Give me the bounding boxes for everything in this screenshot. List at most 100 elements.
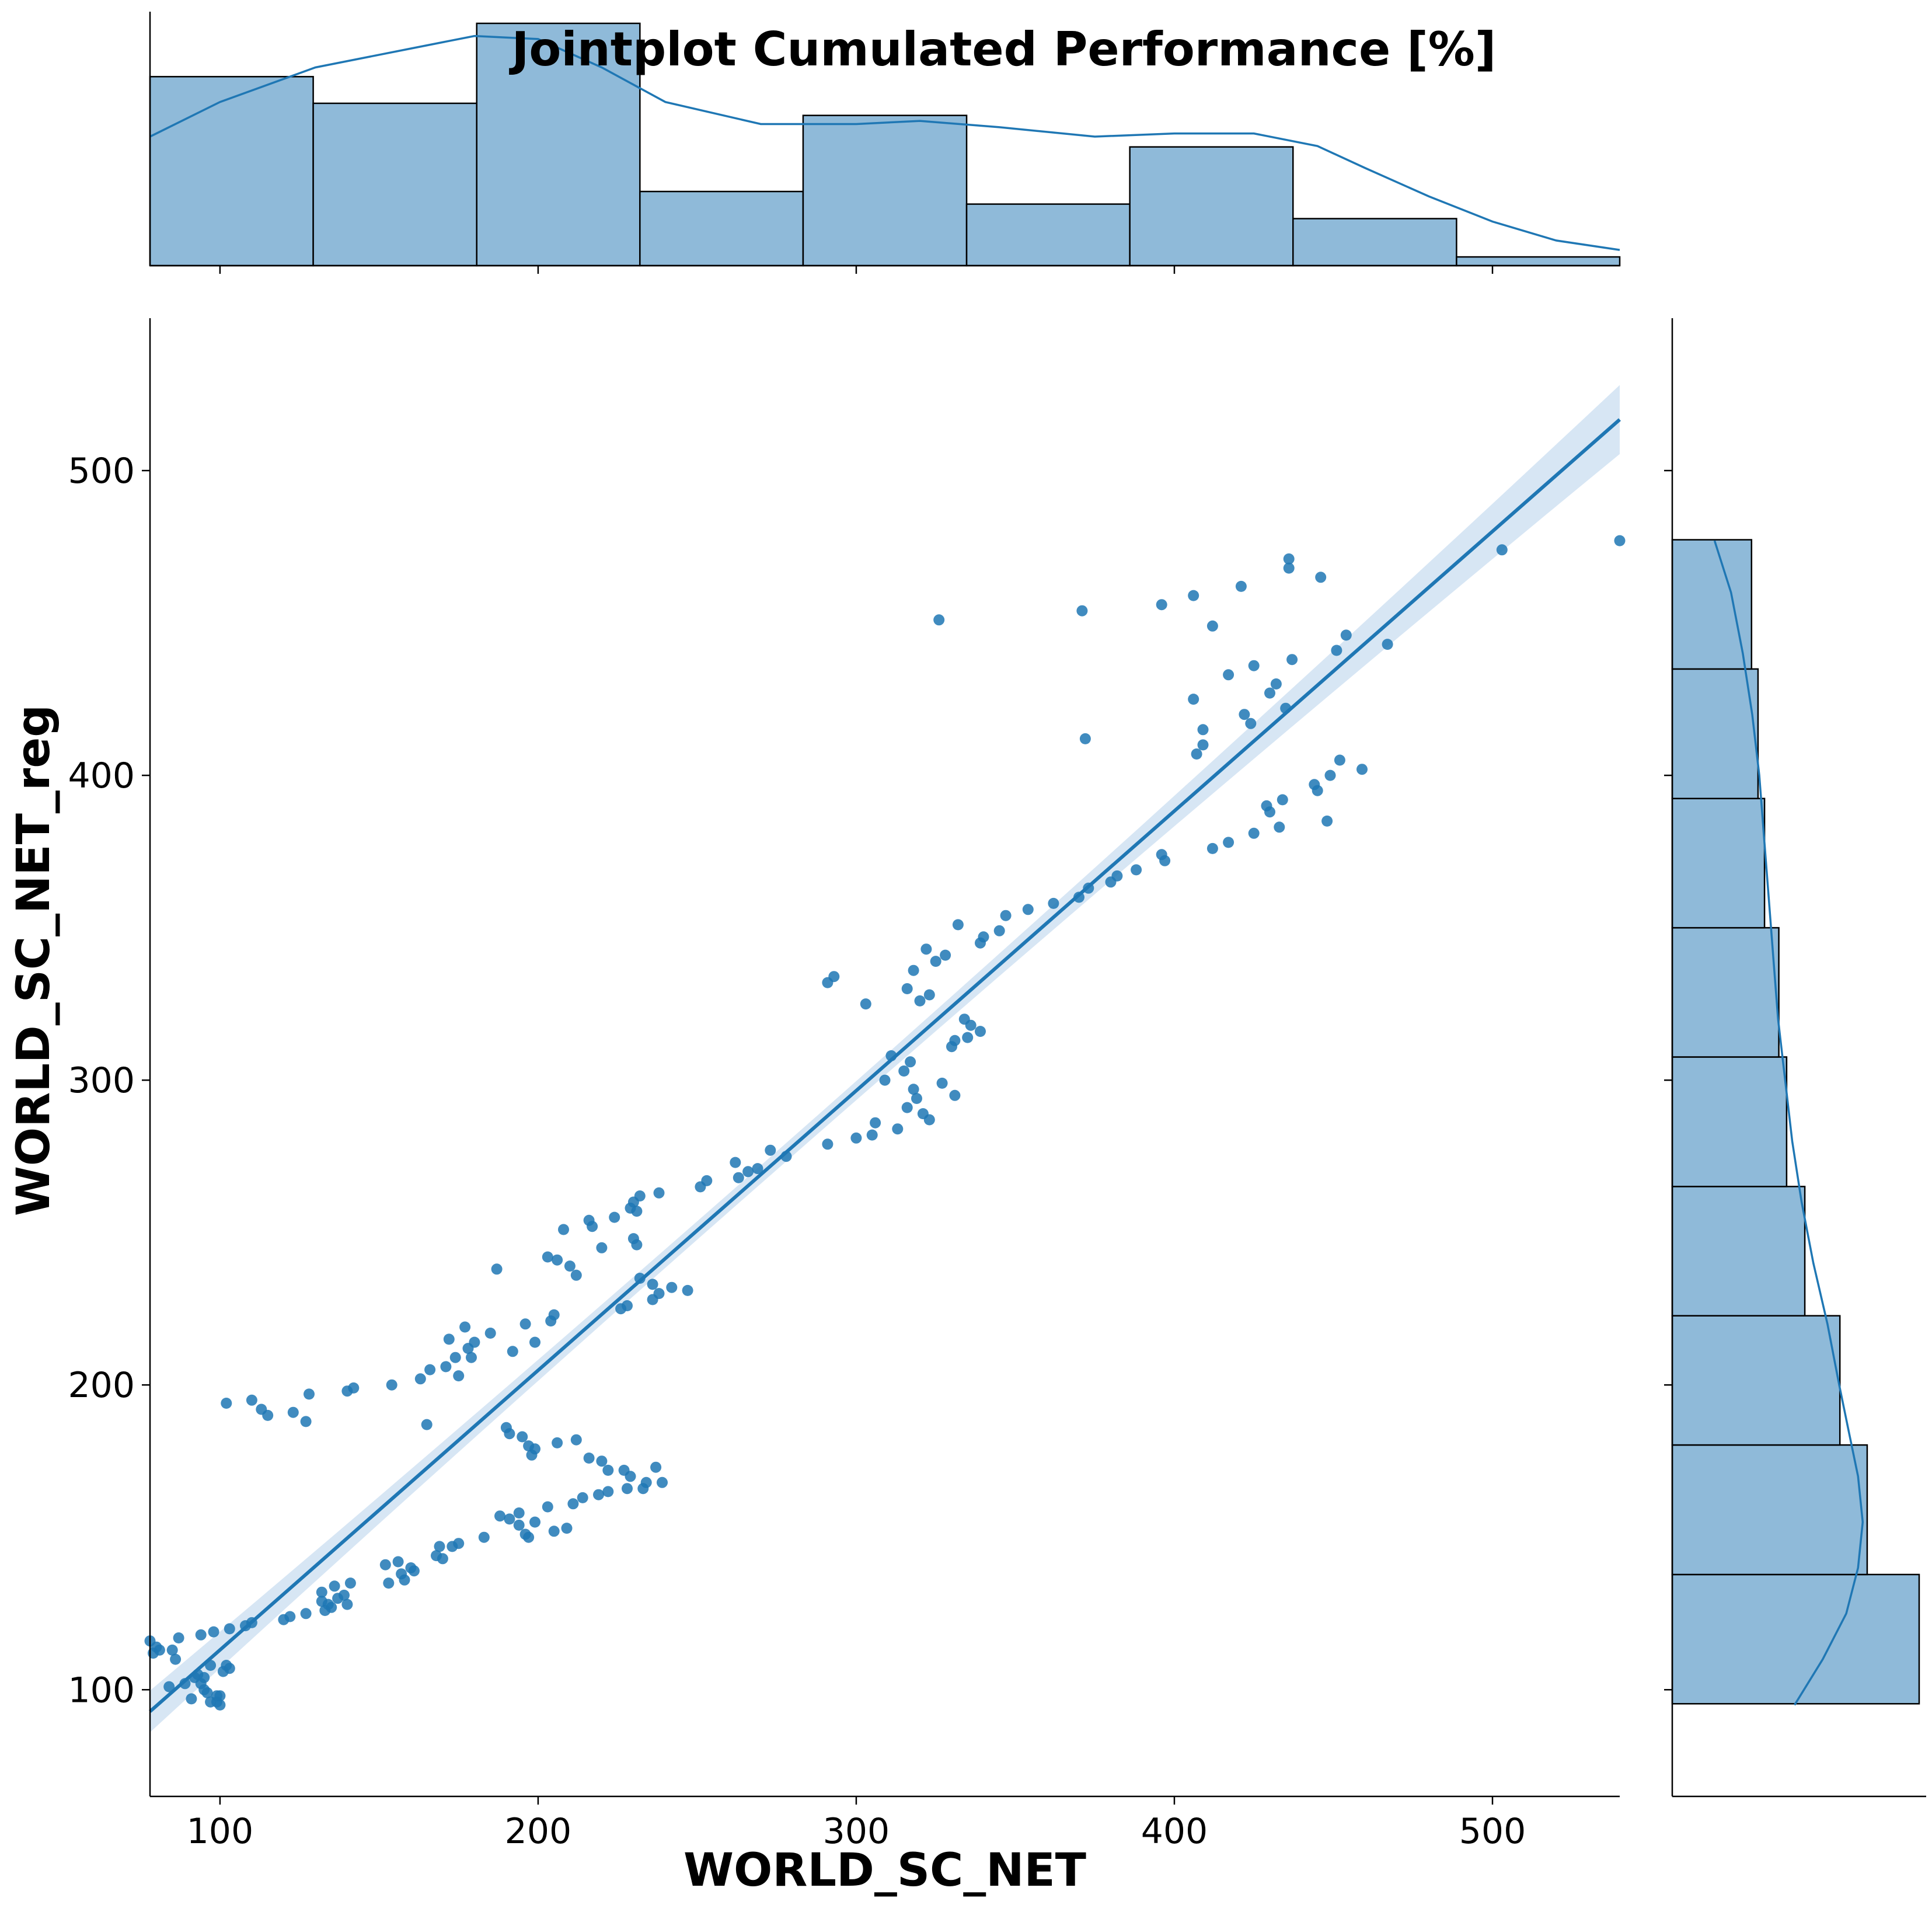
scatter-point xyxy=(596,1455,608,1467)
scatter-point xyxy=(1191,748,1202,760)
scatter-point xyxy=(166,1644,178,1656)
scatter-point xyxy=(936,1077,948,1089)
scatter-point xyxy=(1159,855,1171,866)
scatter-point xyxy=(1223,837,1234,848)
y-axis-title: WORLD_SC_NET_reg xyxy=(8,705,60,1216)
scatter-point xyxy=(666,1281,678,1293)
scatter-point xyxy=(1382,639,1393,650)
scatter-point xyxy=(517,1431,528,1443)
scatter-point xyxy=(657,1476,668,1488)
right-histogram-bar xyxy=(1671,1186,1806,1317)
scatter-point xyxy=(609,1211,620,1223)
y-tick-label: 100 xyxy=(68,1670,135,1711)
scatter-point xyxy=(1340,629,1352,641)
scatter-point xyxy=(1206,842,1218,854)
scatter-point xyxy=(221,1398,232,1409)
scatter-point xyxy=(386,1379,397,1391)
scatter-point xyxy=(640,1476,652,1488)
y-tick-label: 400 xyxy=(68,755,135,796)
scatter-point xyxy=(300,1608,312,1620)
top-histogram-bar xyxy=(1456,256,1621,267)
scatter-point xyxy=(1206,620,1218,632)
scatter-point xyxy=(975,1026,986,1037)
scatter-point xyxy=(602,1486,614,1497)
scatter-point xyxy=(434,1541,445,1552)
top-histogram-bar xyxy=(1129,146,1294,267)
scatter-point xyxy=(949,1035,961,1046)
scatter-point xyxy=(1197,739,1209,751)
scatter-point xyxy=(392,1556,404,1568)
scatter-point xyxy=(262,1409,274,1421)
scatter-point xyxy=(1111,870,1123,882)
scatter-point xyxy=(631,1239,643,1251)
scatter-point xyxy=(504,1513,515,1525)
scatter-point xyxy=(1264,806,1275,818)
scatter-point xyxy=(1496,544,1508,556)
top-histogram-bar xyxy=(639,190,804,267)
x-tick-label: 200 xyxy=(505,1811,572,1852)
scatter-point xyxy=(1356,764,1368,775)
scatter-point xyxy=(1076,605,1088,617)
scatter-point xyxy=(564,1260,576,1272)
y-tick-label: 500 xyxy=(68,451,135,492)
y-tick-label: 200 xyxy=(68,1365,135,1406)
scatter-point xyxy=(173,1632,184,1643)
scatter-point xyxy=(437,1553,448,1565)
scatter-point xyxy=(730,1157,741,1168)
scatter-point xyxy=(923,1114,935,1126)
scatter-point xyxy=(1312,785,1323,796)
scatter-point xyxy=(650,1461,662,1473)
scatter-point xyxy=(383,1577,395,1589)
scatter-point xyxy=(1331,645,1342,656)
scatter-point xyxy=(186,1693,197,1705)
scatter-point xyxy=(911,1093,922,1104)
scatter-point xyxy=(940,949,951,961)
scatter-point xyxy=(1286,654,1298,666)
scatter-point xyxy=(978,931,989,943)
scatter-point xyxy=(952,919,964,931)
scatter-point xyxy=(742,1166,754,1178)
scatter-point xyxy=(494,1510,505,1522)
scatter-point xyxy=(1277,794,1288,806)
scatter-point xyxy=(1079,733,1091,744)
scatter-point xyxy=(822,1138,834,1150)
right-histogram-bar xyxy=(1671,1056,1788,1187)
scatter-point xyxy=(733,1172,744,1183)
scatter-point xyxy=(214,1690,226,1702)
scatter-point xyxy=(548,1526,560,1537)
scatter-point xyxy=(414,1373,426,1385)
scatter-point xyxy=(1270,678,1282,689)
scatter-point xyxy=(469,1336,480,1348)
x-tick-label: 300 xyxy=(823,1811,890,1852)
scatter-point xyxy=(930,956,941,967)
scatter-point xyxy=(529,1336,540,1348)
scatter-point xyxy=(300,1416,312,1427)
scatter-point xyxy=(1197,724,1209,736)
scatter-point xyxy=(1315,572,1327,583)
scatter-point xyxy=(1048,897,1059,909)
scatter-point xyxy=(1283,553,1295,565)
scatter-point xyxy=(1264,687,1275,699)
scatter-point xyxy=(923,989,935,1001)
scatter-point xyxy=(453,1370,465,1382)
scatter-point xyxy=(1235,580,1247,592)
scatter-point xyxy=(634,1190,646,1201)
scatter-point xyxy=(901,1102,913,1113)
scatter-point xyxy=(920,943,932,955)
scatter-point xyxy=(1131,864,1142,876)
top-histogram-bar xyxy=(965,203,1131,267)
right-marginal-histogram xyxy=(1664,318,1926,1798)
scatter-point xyxy=(326,1601,337,1613)
scatter-point xyxy=(828,971,840,983)
right-histogram-bar xyxy=(1671,797,1766,929)
scatter-point xyxy=(504,1428,515,1440)
x-tick-label: 500 xyxy=(1459,1811,1526,1852)
top-histogram-bar xyxy=(802,114,968,267)
scatter-point xyxy=(399,1574,410,1586)
scatter-point xyxy=(653,1187,665,1199)
scatter-point xyxy=(466,1352,477,1363)
scatter-point xyxy=(905,1056,916,1068)
scatter-point xyxy=(224,1663,235,1674)
scatter-point xyxy=(1245,718,1257,729)
